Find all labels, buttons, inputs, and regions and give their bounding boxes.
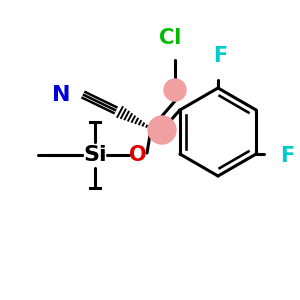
- Text: Cl: Cl: [159, 28, 181, 48]
- Text: N: N: [52, 85, 70, 105]
- Circle shape: [164, 79, 186, 101]
- Text: F: F: [280, 146, 294, 166]
- Text: Si: Si: [83, 145, 107, 165]
- Text: F: F: [213, 46, 227, 66]
- Circle shape: [148, 116, 176, 144]
- Text: O: O: [129, 145, 147, 165]
